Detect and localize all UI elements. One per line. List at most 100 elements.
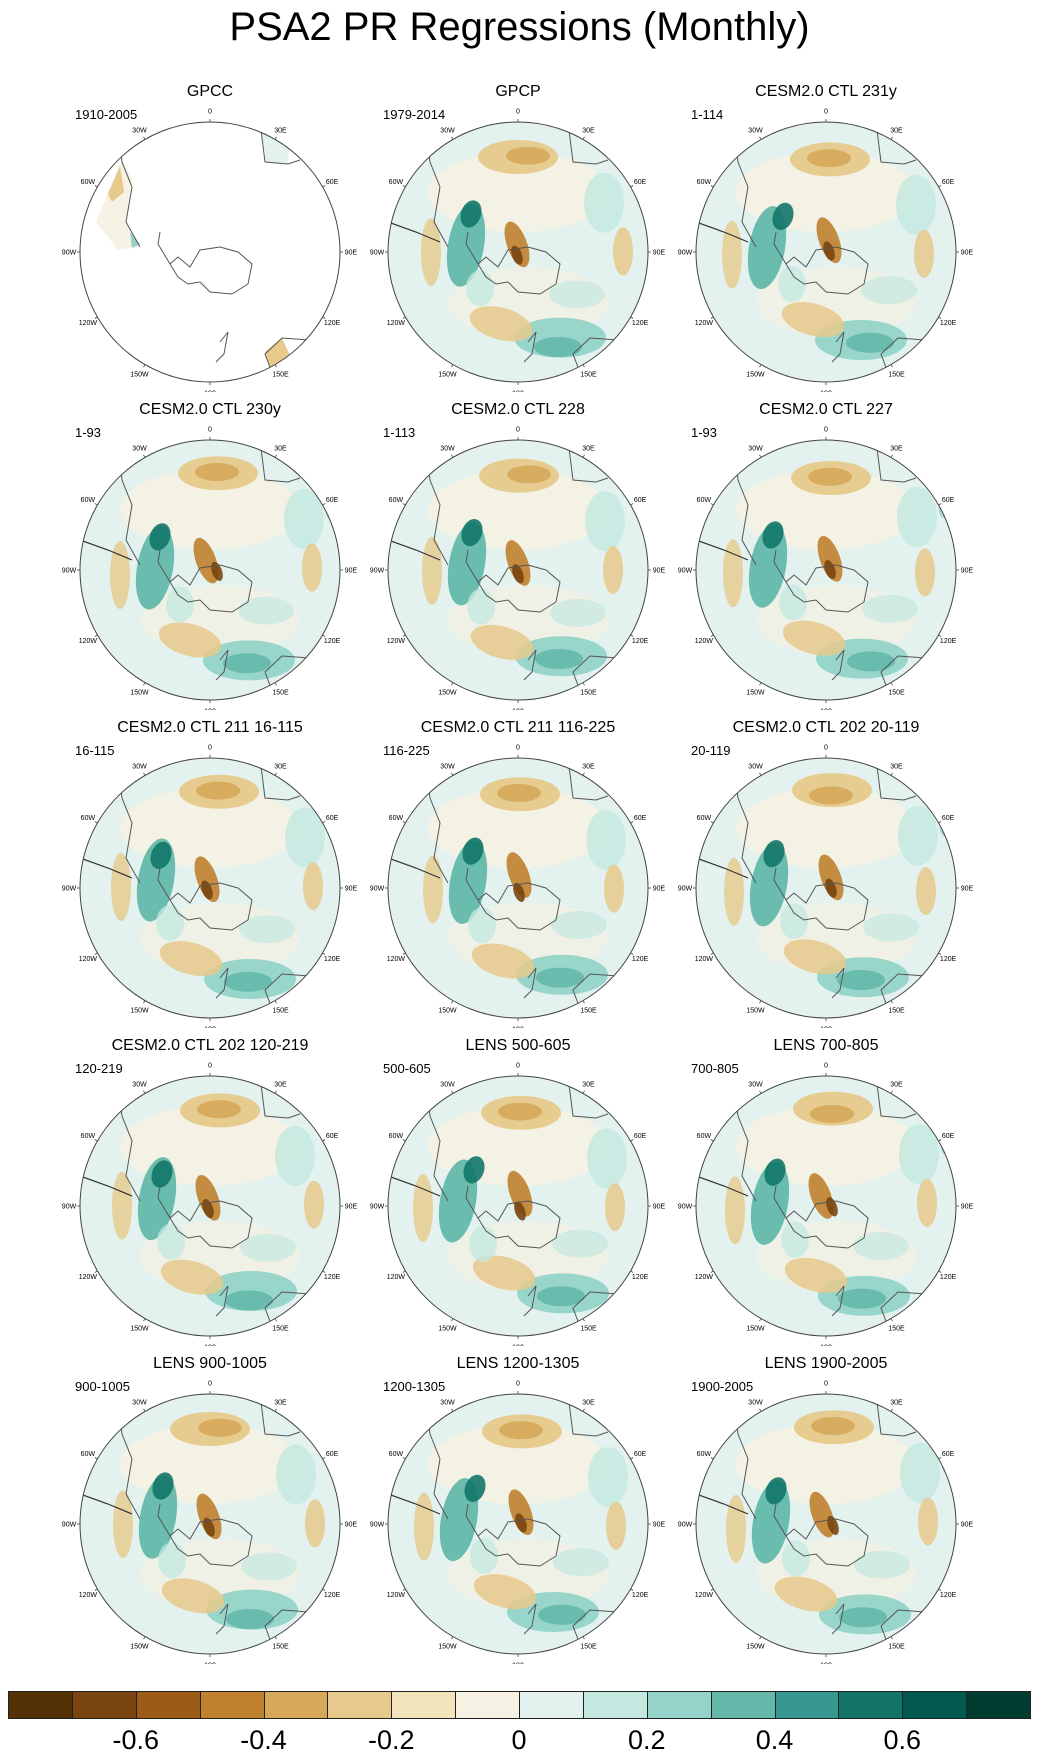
map-panel: LENS 1200-1305 1200-1305 0 30E 60E 90E 120E 150… (368, 1354, 668, 1664)
panel-title: CESM2.0 CTL 211 16-115 (117, 719, 303, 736)
longitude-label: 60W (697, 497, 712, 504)
longitude-label: 60E (942, 1451, 955, 1458)
longitude-label: 30E (582, 1081, 595, 1088)
longitude-label: 0 (208, 1063, 212, 1070)
longitude-label: 60W (697, 1451, 712, 1458)
polar-map: 0 30E 60E 90E 120E 150E 180 150W 120W 90W 60W 30W (370, 1063, 666, 1347)
panel-period: 500-605 (383, 1061, 431, 1076)
map-panel: CESM2.0 CTL 230y 1-93 0 30E 60E 90E 120E 150E 18… (60, 400, 360, 710)
longitude-label: 90E (961, 1204, 974, 1211)
longitude-label: 120E (632, 1274, 649, 1281)
map-panel: CESM2.0 CTL 228 1-113 0 30E 60E 90E 120E 150E 18… (368, 400, 668, 710)
longitude-label: 90W (678, 886, 693, 893)
longitude-label: 180 (820, 1027, 832, 1029)
longitude-label: 120W (79, 638, 98, 645)
panel-title: LENS 700-805 (773, 1037, 879, 1054)
longitude-label: 150E (888, 690, 905, 697)
longitude-label: 90E (345, 1204, 358, 1211)
longitude-label: 150W (438, 372, 457, 379)
polar-map: 0 30E 60E 90E 120E 150E 180 150W 120W 90W 60W 30W (370, 427, 666, 711)
colorbar (8, 1691, 1031, 1721)
longitude-label: 150E (272, 690, 289, 697)
longitude-label: 180 (820, 1663, 832, 1665)
longitude-label: 30W (748, 763, 763, 770)
longitude-label: 120W (695, 320, 714, 327)
longitude-label: 90W (370, 1204, 385, 1211)
longitude-label: 60E (634, 1133, 647, 1140)
longitude-label: 90E (653, 568, 666, 575)
longitude-label: 150W (438, 1008, 457, 1015)
longitude-label: 120E (940, 956, 957, 963)
panel-title: LENS 500-605 (465, 1037, 571, 1054)
colorbar-box (710, 1691, 776, 1719)
longitude-label: 150E (888, 372, 905, 379)
colorbar-box (71, 1691, 137, 1719)
longitude-label: 30W (132, 1399, 147, 1406)
longitude-label: 150E (580, 372, 597, 379)
longitude-label: 0 (824, 1381, 828, 1388)
panel-period: 1-93 (75, 425, 102, 440)
longitude-label: 180 (204, 391, 216, 393)
longitude-label: 30E (890, 127, 903, 134)
longitude-label: 30E (582, 1399, 595, 1406)
longitude-label: 180 (204, 1345, 216, 1347)
longitude-label: 120E (940, 1592, 957, 1599)
longitude-label: 90E (653, 1204, 666, 1211)
longitude-label: 180 (512, 709, 524, 711)
longitude-label: 90W (62, 886, 77, 893)
panel-period: 116-225 (383, 743, 430, 758)
colorbar-tick-label: 0.2 (627, 1725, 666, 1755)
longitude-label: 30W (132, 1081, 147, 1088)
longitude-label: 30W (440, 763, 455, 770)
longitude-label: 30E (274, 445, 287, 452)
panel-title: CESM2.0 CTL 230y (139, 401, 281, 418)
colorbar-tick-label: -0.2 (367, 1725, 415, 1755)
longitude-label: 90E (961, 568, 974, 575)
polar-map: 0 30E 60E 90E 120E 150E 180 150W 120W 90W 60W 30W (678, 745, 974, 1029)
longitude-label: 0 (824, 745, 828, 752)
panel-period: 900-1005 (75, 1379, 130, 1394)
longitude-label: 30W (440, 1081, 455, 1088)
panel-period: 1900-2005 (691, 1379, 754, 1394)
longitude-label: 60E (942, 1133, 955, 1140)
longitude-label: 120E (632, 638, 649, 645)
longitude-label: 120E (940, 320, 957, 327)
longitude-label: 150W (746, 1326, 765, 1333)
polar-map: 0 30E 60E 90E 120E 150E 180 150W 120W 90W 60W 30W (62, 109, 358, 393)
longitude-label: 0 (516, 1381, 520, 1388)
colorbar-tick-label: 0 (511, 1725, 527, 1755)
longitude-label: 30E (582, 127, 595, 134)
longitude-label: 60W (389, 815, 404, 822)
page-title: PSA2 PR Regressions (Monthly) (229, 5, 810, 49)
longitude-label: 180 (512, 391, 524, 393)
map-panel: CESM2.0 CTL 211 16-115 16-115 0 30E 60E 90E 12… (60, 718, 360, 1028)
longitude-label: 30E (582, 445, 595, 452)
longitude-label: 60W (389, 1451, 404, 1458)
panel-period: 1979-2014 (383, 107, 446, 122)
longitude-label: 150W (746, 1644, 765, 1651)
longitude-label: 30E (274, 1399, 287, 1406)
longitude-label: 60E (942, 179, 955, 186)
longitude-label: 120W (387, 1274, 406, 1281)
polar-map: 0 30E 60E 90E 120E 150E 180 150W 120W 90W 60W 30W (370, 109, 666, 393)
panel-period: 1-93 (691, 425, 718, 440)
longitude-label: 90E (653, 886, 666, 893)
map-panel: CESM2.0 CTL 231y 1-114 0 30E 60E 90E 120E 150E 1… (676, 82, 976, 392)
panel-period: 1200-1305 (383, 1379, 446, 1394)
longitude-label: 60E (634, 815, 647, 822)
panel-title: LENS 1900-2005 (764, 1355, 888, 1372)
panel-title: CESM2.0 CTL 231y (755, 83, 897, 100)
longitude-label: 150E (580, 1326, 597, 1333)
map-panel: LENS 1900-2005 1900-2005 0 30E 60E 90E 120E 150… (676, 1354, 976, 1664)
longitude-label: 120E (632, 1592, 649, 1599)
polar-map: 0 30E 60E 90E 120E 150E 180 150W 120W 90W 60W 30W (678, 1381, 974, 1665)
longitude-label: 30E (890, 1081, 903, 1088)
longitude-label: 120E (324, 320, 341, 327)
colorbar-box (327, 1691, 393, 1719)
longitude-label: 120W (695, 1592, 714, 1599)
polar-map: 0 30E 60E 90E 120E 150E 180 150W 120W 90W 60W 30W (62, 1381, 358, 1665)
longitude-label: 90W (370, 250, 385, 257)
longitude-label: 150W (438, 1644, 457, 1651)
longitude-label: 120W (79, 320, 98, 327)
longitude-label: 90W (370, 1522, 385, 1529)
